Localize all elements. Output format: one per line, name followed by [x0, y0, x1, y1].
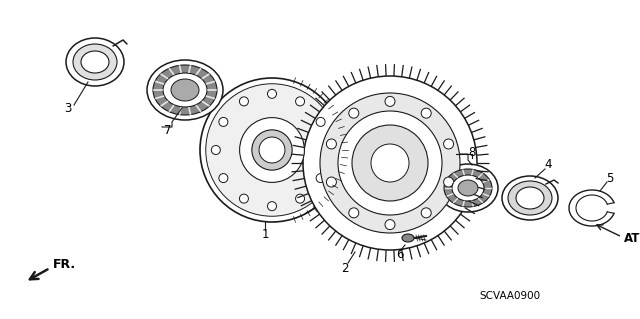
Ellipse shape	[239, 118, 305, 182]
Ellipse shape	[452, 175, 484, 201]
Text: 7: 7	[164, 123, 172, 137]
Ellipse shape	[66, 38, 124, 86]
Ellipse shape	[385, 96, 395, 107]
Ellipse shape	[502, 176, 558, 220]
Ellipse shape	[259, 137, 285, 163]
Text: 4: 4	[544, 159, 552, 172]
Ellipse shape	[349, 208, 359, 218]
Ellipse shape	[316, 117, 325, 126]
Ellipse shape	[239, 194, 248, 203]
Ellipse shape	[303, 76, 477, 250]
Ellipse shape	[421, 108, 431, 118]
Ellipse shape	[402, 234, 414, 242]
Ellipse shape	[326, 139, 337, 149]
Text: SCVAA0900: SCVAA0900	[479, 291, 541, 301]
Ellipse shape	[385, 219, 395, 230]
Text: 6: 6	[396, 249, 404, 262]
Ellipse shape	[219, 117, 228, 126]
Ellipse shape	[458, 180, 478, 196]
Ellipse shape	[296, 97, 305, 106]
Ellipse shape	[444, 177, 454, 187]
Ellipse shape	[296, 194, 305, 203]
Text: 5: 5	[606, 172, 614, 184]
Text: FR.: FR.	[53, 258, 76, 271]
Ellipse shape	[147, 60, 223, 120]
Ellipse shape	[444, 139, 454, 149]
Ellipse shape	[508, 181, 552, 215]
Text: 2: 2	[341, 262, 349, 275]
Ellipse shape	[252, 130, 292, 170]
Ellipse shape	[316, 174, 325, 182]
Ellipse shape	[352, 125, 428, 201]
Ellipse shape	[444, 169, 492, 207]
Ellipse shape	[268, 202, 276, 211]
Ellipse shape	[239, 97, 248, 106]
Ellipse shape	[338, 111, 442, 215]
Ellipse shape	[219, 174, 228, 182]
Text: 8: 8	[468, 145, 476, 159]
Ellipse shape	[200, 78, 344, 222]
Ellipse shape	[516, 187, 544, 209]
Ellipse shape	[153, 65, 217, 115]
Text: ATM-2: ATM-2	[624, 232, 640, 244]
Ellipse shape	[289, 62, 491, 264]
Ellipse shape	[163, 73, 207, 107]
Ellipse shape	[268, 89, 276, 98]
Text: 3: 3	[64, 101, 72, 115]
Ellipse shape	[438, 164, 498, 212]
Ellipse shape	[349, 108, 359, 118]
Ellipse shape	[371, 144, 409, 182]
Ellipse shape	[326, 177, 337, 187]
Ellipse shape	[171, 79, 199, 101]
Ellipse shape	[73, 44, 117, 80]
Ellipse shape	[206, 84, 339, 216]
Ellipse shape	[81, 51, 109, 73]
Text: 1: 1	[261, 228, 269, 241]
Ellipse shape	[320, 93, 460, 233]
Ellipse shape	[421, 208, 431, 218]
Ellipse shape	[324, 145, 333, 154]
Ellipse shape	[211, 145, 220, 154]
